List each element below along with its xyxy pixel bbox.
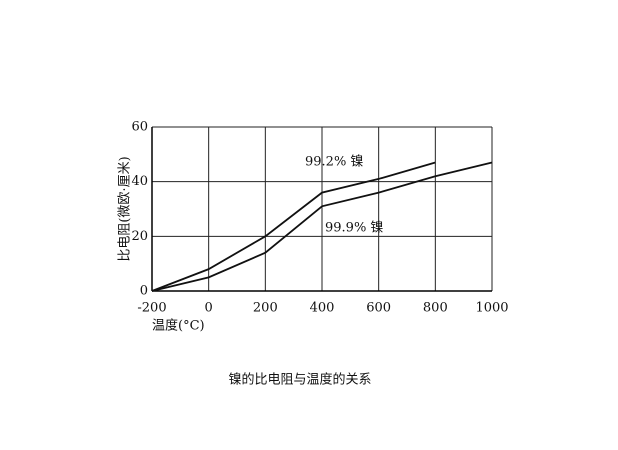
x-tick-label: 800 — [423, 301, 448, 316]
y-axis-label: 比电阻(微欧·厘米) — [118, 156, 133, 261]
x-tick-label: 1000 — [475, 301, 508, 316]
y-tick-label: 40 — [131, 174, 148, 189]
x-axis-label: 温度(°C) — [152, 318, 205, 334]
x-tick-label: -200 — [137, 301, 166, 316]
y-tick-label: 20 — [131, 229, 148, 244]
x-tick-label: 200 — [253, 301, 278, 316]
series-line — [151, 161, 436, 292]
x-tick-label: 400 — [310, 301, 335, 316]
x-tick-label: 0 — [205, 301, 213, 316]
chart-caption: 镍的比电阻与温度的关系 — [228, 372, 371, 388]
series-line — [151, 161, 493, 292]
series-label: 99.2% 镍 — [305, 155, 363, 170]
y-tick-label: 60 — [131, 120, 148, 135]
x-tick-label: 600 — [366, 301, 391, 316]
y-tick-label: 0 — [140, 284, 148, 299]
series-label: 99.9% 镍 — [325, 221, 383, 236]
